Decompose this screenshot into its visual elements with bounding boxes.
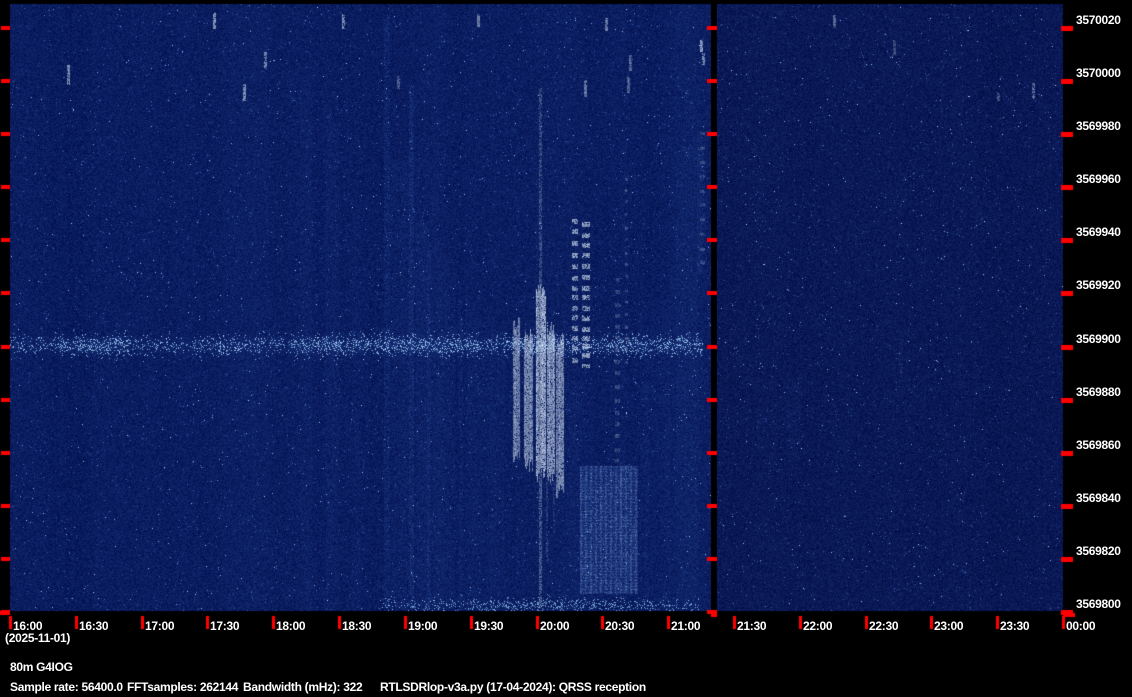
freq-label: 3569920 — [1076, 278, 1121, 292]
time-label: 20:00 — [540, 619, 570, 633]
time-label: 22:00 — [803, 619, 833, 633]
sample-rate-label: Sample rate: 56400.0 — [10, 680, 123, 694]
freq-label: 3569940 — [1076, 225, 1121, 239]
freq-label: 3569980 — [1076, 119, 1121, 133]
script-info-label: RTLSDRlop-v3a.py (17-04-2024): QRSS rece… — [380, 680, 646, 694]
freq-label: 3569900 — [1076, 332, 1121, 346]
time-label: 22:30 — [869, 619, 899, 633]
time-label: 16:00 — [13, 619, 43, 633]
freq-label: 3569820 — [1076, 544, 1121, 558]
fft-samples-label: FFTsamples: 262144 — [127, 680, 239, 694]
time-label: 20:30 — [605, 619, 635, 633]
freq-label: 3569880 — [1076, 385, 1121, 399]
bandwidth-label: Bandwidth (mHz): 322 — [243, 680, 363, 694]
freq-label: 3570000 — [1076, 66, 1121, 80]
time-label: 18:30 — [342, 619, 372, 633]
date-label: (2025-11-01) — [5, 631, 71, 645]
freq-label: 3569800 — [1076, 597, 1121, 611]
time-label: 17:00 — [145, 619, 175, 633]
freq-label: 3569840 — [1076, 491, 1121, 505]
station-label: 80m G4IOG — [10, 660, 73, 674]
freq-label: 3569860 — [1076, 438, 1121, 452]
freq-label: 3569960 — [1076, 172, 1121, 186]
time-label: 17:30 — [210, 619, 240, 633]
freq-label: 3570020 — [1076, 13, 1121, 27]
time-label: 18:00 — [276, 619, 306, 633]
time-label: 19:30 — [474, 619, 504, 633]
time-label: 00:00 — [1066, 619, 1096, 633]
time-label: 21:00 — [671, 619, 701, 633]
time-label: 23:30 — [1000, 619, 1030, 633]
time-label: 16:30 — [79, 619, 109, 633]
time-label: 21:30 — [737, 619, 767, 633]
time-label: 23:00 — [934, 619, 964, 633]
time-label: 19:00 — [408, 619, 438, 633]
